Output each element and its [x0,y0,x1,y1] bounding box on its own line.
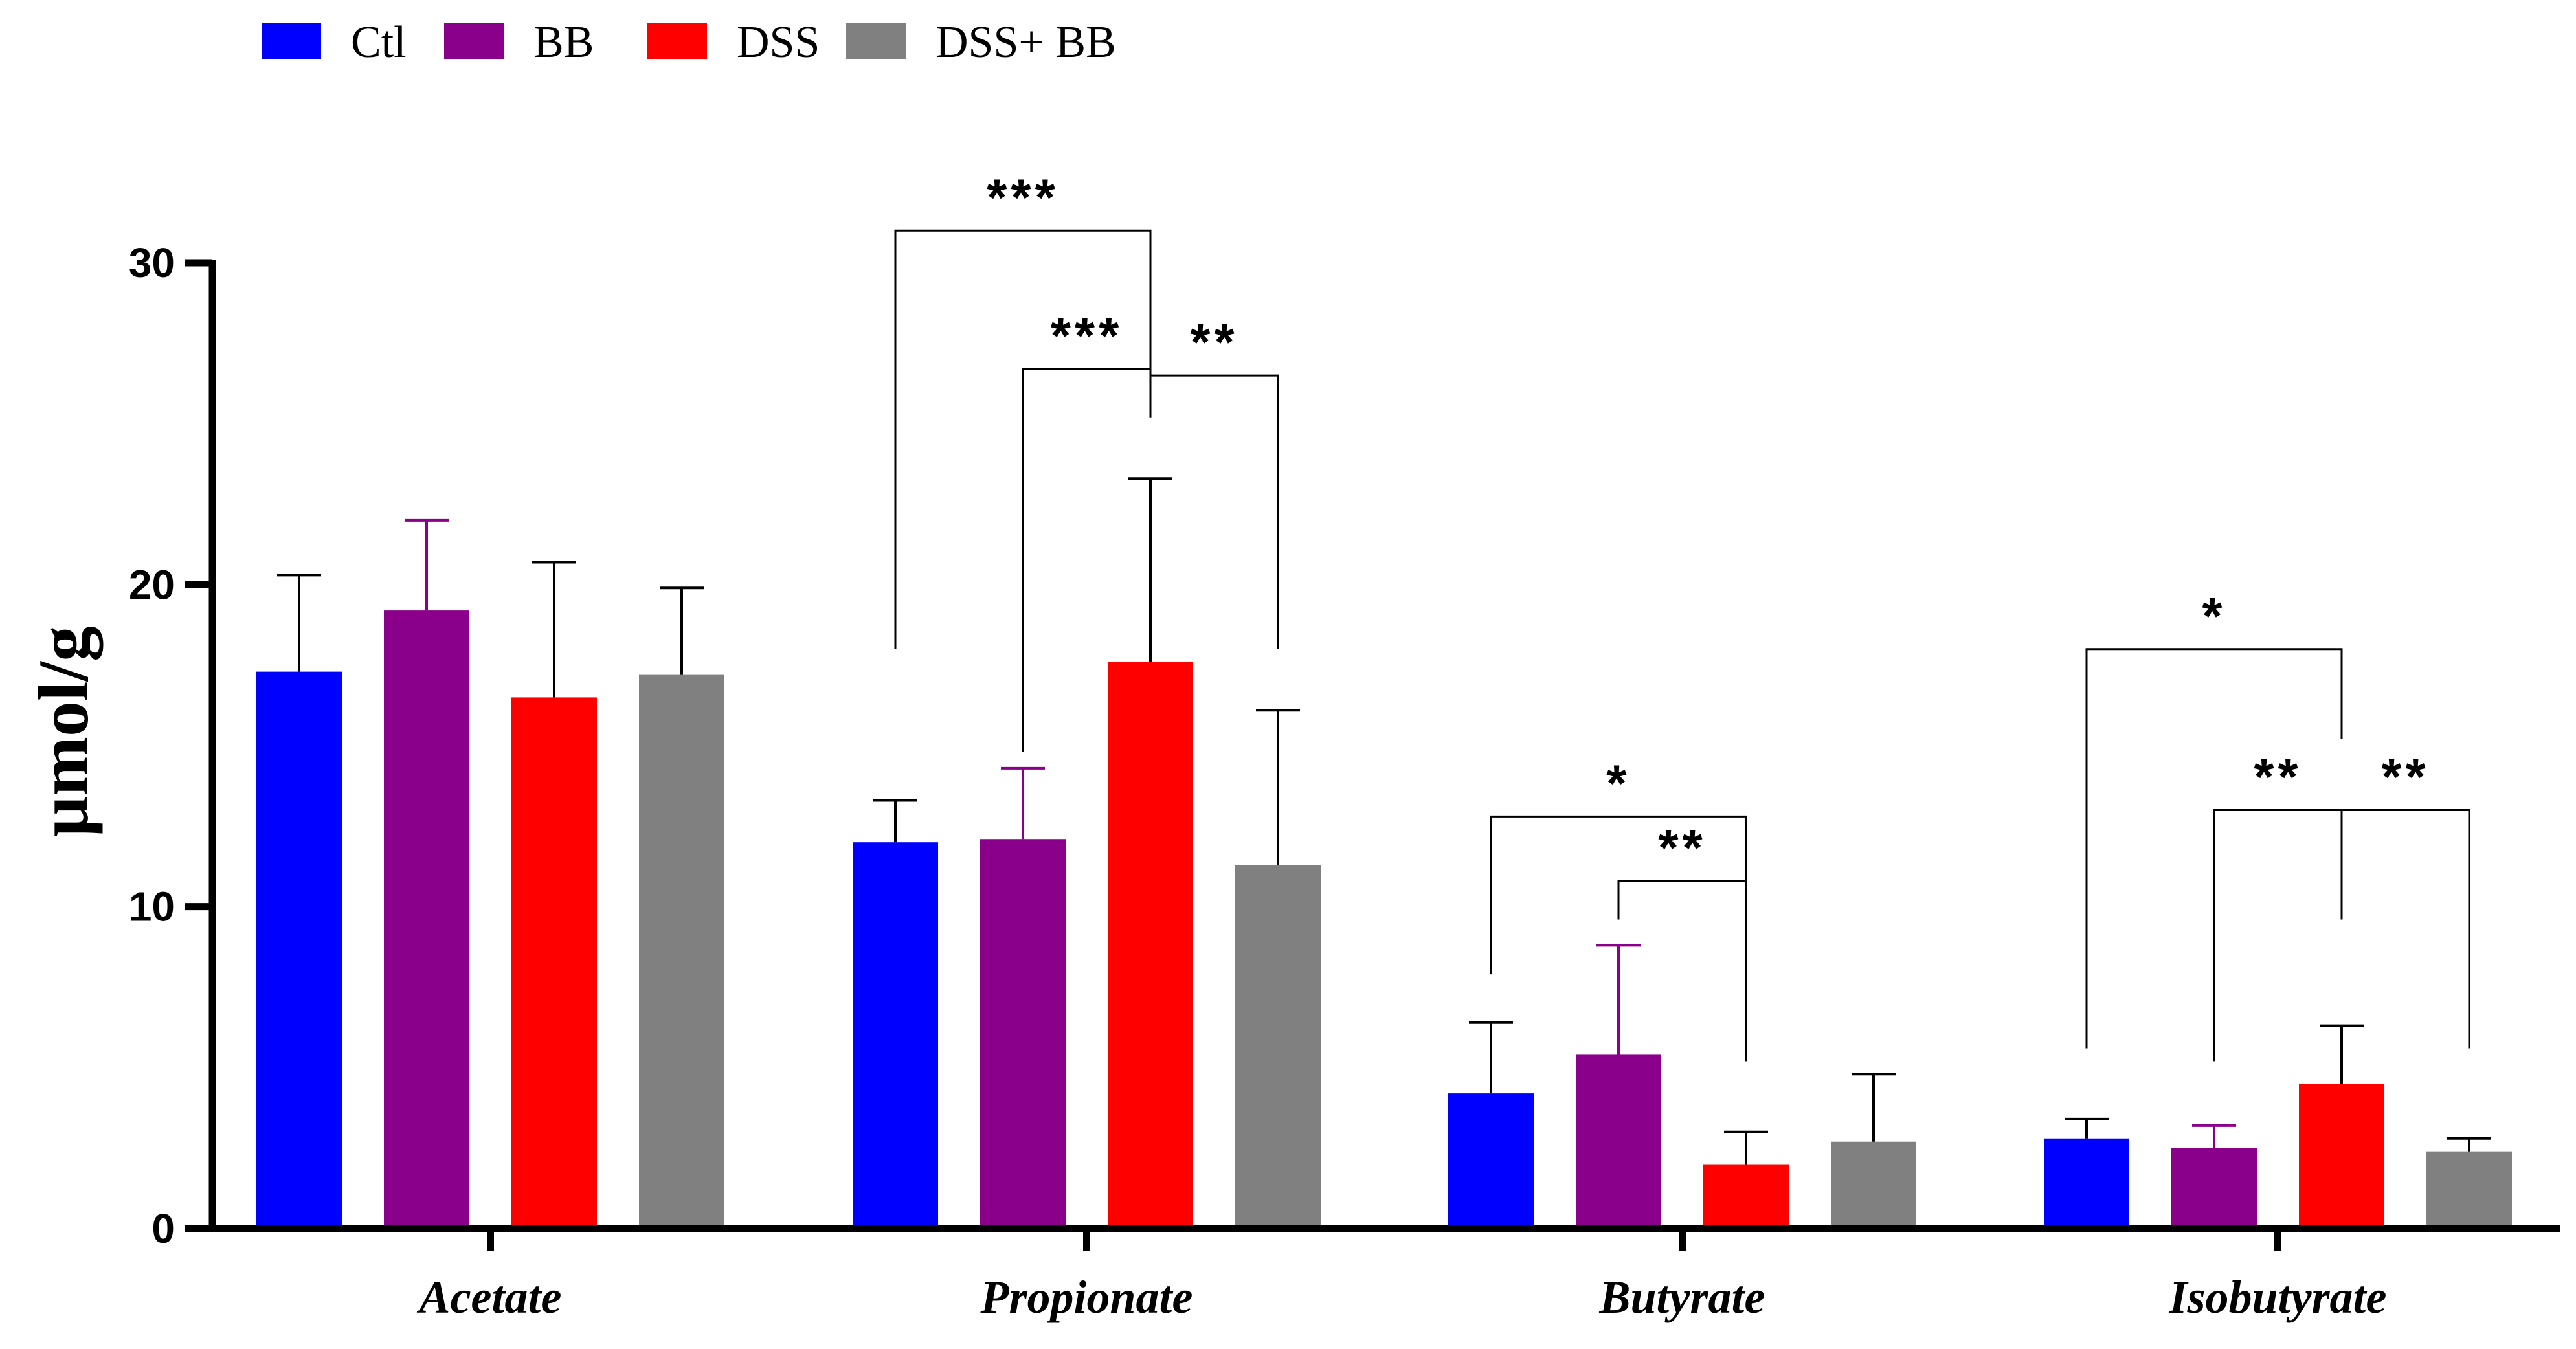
significance-label: * [1606,754,1630,812]
legend-label-dss-bb: DSS+ BB [935,17,1116,67]
error-bar-dss-bb-butyrate [1852,1073,1896,1142]
significance-bracket-line [894,229,1152,649]
y-tick-label: 0 [151,1205,175,1252]
significance-bracket-line [1149,374,1279,649]
significance-label: ** [1190,313,1238,371]
legend-label-ctl: Ctl [351,17,407,67]
significance-bracket: ** [2213,748,2343,1062]
legend-swatch-dss-bb [846,23,906,59]
legend-label-dss: DSS [737,17,820,67]
significance-bracket: *** [894,168,1152,649]
error-bar-dss-isobutyrate [2320,1024,2364,1084]
significance-label: * [2202,587,2226,645]
y-tick-label: 20 [129,561,175,608]
significance-label: *** [987,168,1058,226]
significance-label: ** [2381,748,2429,805]
bar-dss-bb-isobutyrate [2426,1151,2512,1229]
bar-dss-bb-propionate [1235,865,1321,1229]
bar-dss-bb-butyrate [1831,1141,1916,1229]
error-bar-bb-propionate [1001,766,1045,840]
significance-bracket-line [2085,648,2343,1049]
bar-ctl-acetate [256,671,342,1229]
error-bar-bb-isobutyrate [2192,1124,2236,1148]
y-tick-label: 30 [129,240,175,286]
significance-label: *** [1051,307,1123,364]
x-tick-label-isobutyrate: Isobutyrate [2168,1271,2386,1323]
y-axis-label: µmol/g [24,626,103,837]
axes: 0 10 20 30 Acetate Propionate Butyrate Isobutyr… [129,240,2560,1323]
significance-bracket: * [2085,587,2343,1049]
x-tick-label-acetate: Acetate [417,1271,562,1323]
legend-swatch-ctl [262,23,321,59]
y-tick-label: 10 [129,884,175,930]
bar-dss-acetate [511,697,597,1229]
significance-bracket-line [2340,808,2470,1049]
bar-ctl-propionate [853,842,938,1229]
legend-swatch-bb [444,23,504,59]
legend-label-bb: BB [533,17,594,67]
error-bar-ctl-acetate [277,574,321,672]
error-bar-dss-bb-isobutyrate [2447,1137,2491,1152]
significance-bracket-line [2213,808,2343,1062]
bar-dss-isobutyrate [2299,1084,2384,1229]
bar-bb-propionate [980,839,1066,1229]
significance-bracket: ** [1617,819,1747,1062]
error-bar-dss-bb-acetate [660,586,704,675]
error-bar-ctl-isobutyrate [2065,1117,2109,1139]
error-bar-dss-bb-propionate [1256,709,1300,865]
error-bar-ctl-propionate [873,799,917,843]
significance-label: ** [2254,748,2302,805]
bar-ctl-isobutyrate [2044,1138,2129,1229]
error-bar-dss-acetate [532,561,576,698]
significance-brackets: ****** ******** ** [894,168,2470,1062]
error-bar-bb-butyrate [1596,944,1641,1055]
legend: Ctl BB DSS DSS+ BB [262,17,1116,67]
significance-bracket: *** [1022,307,1152,752]
bar-bb-butyrate [1576,1054,1661,1229]
bar-dss-propionate [1108,662,1193,1229]
bar-bb-isobutyrate [2171,1148,2257,1229]
bar-dss-butyrate [1703,1164,1789,1229]
significance-bracket: ** [2340,748,2470,1049]
error-bar-dss-butyrate [1724,1130,1768,1165]
error-bars-group [277,477,2491,1165]
significance-label: ** [1658,819,1706,876]
x-tick-label-propionate: Propionate [980,1271,1193,1323]
bar-dss-bb-acetate [639,674,724,1229]
x-tick-label-butyrate: Butyrate [1598,1271,1765,1323]
bar-bb-acetate [384,610,469,1229]
error-bar-ctl-butyrate [1469,1021,1513,1094]
bar-ctl-butyrate [1448,1093,1534,1229]
bars-group [256,610,2512,1229]
legend-swatch-dss [647,23,707,59]
significance-bracket-line [1617,880,1747,1062]
error-bar-dss-propionate [1128,477,1172,662]
significance-bracket: ** [1149,313,1279,649]
error-bar-bb-acetate [405,518,449,611]
